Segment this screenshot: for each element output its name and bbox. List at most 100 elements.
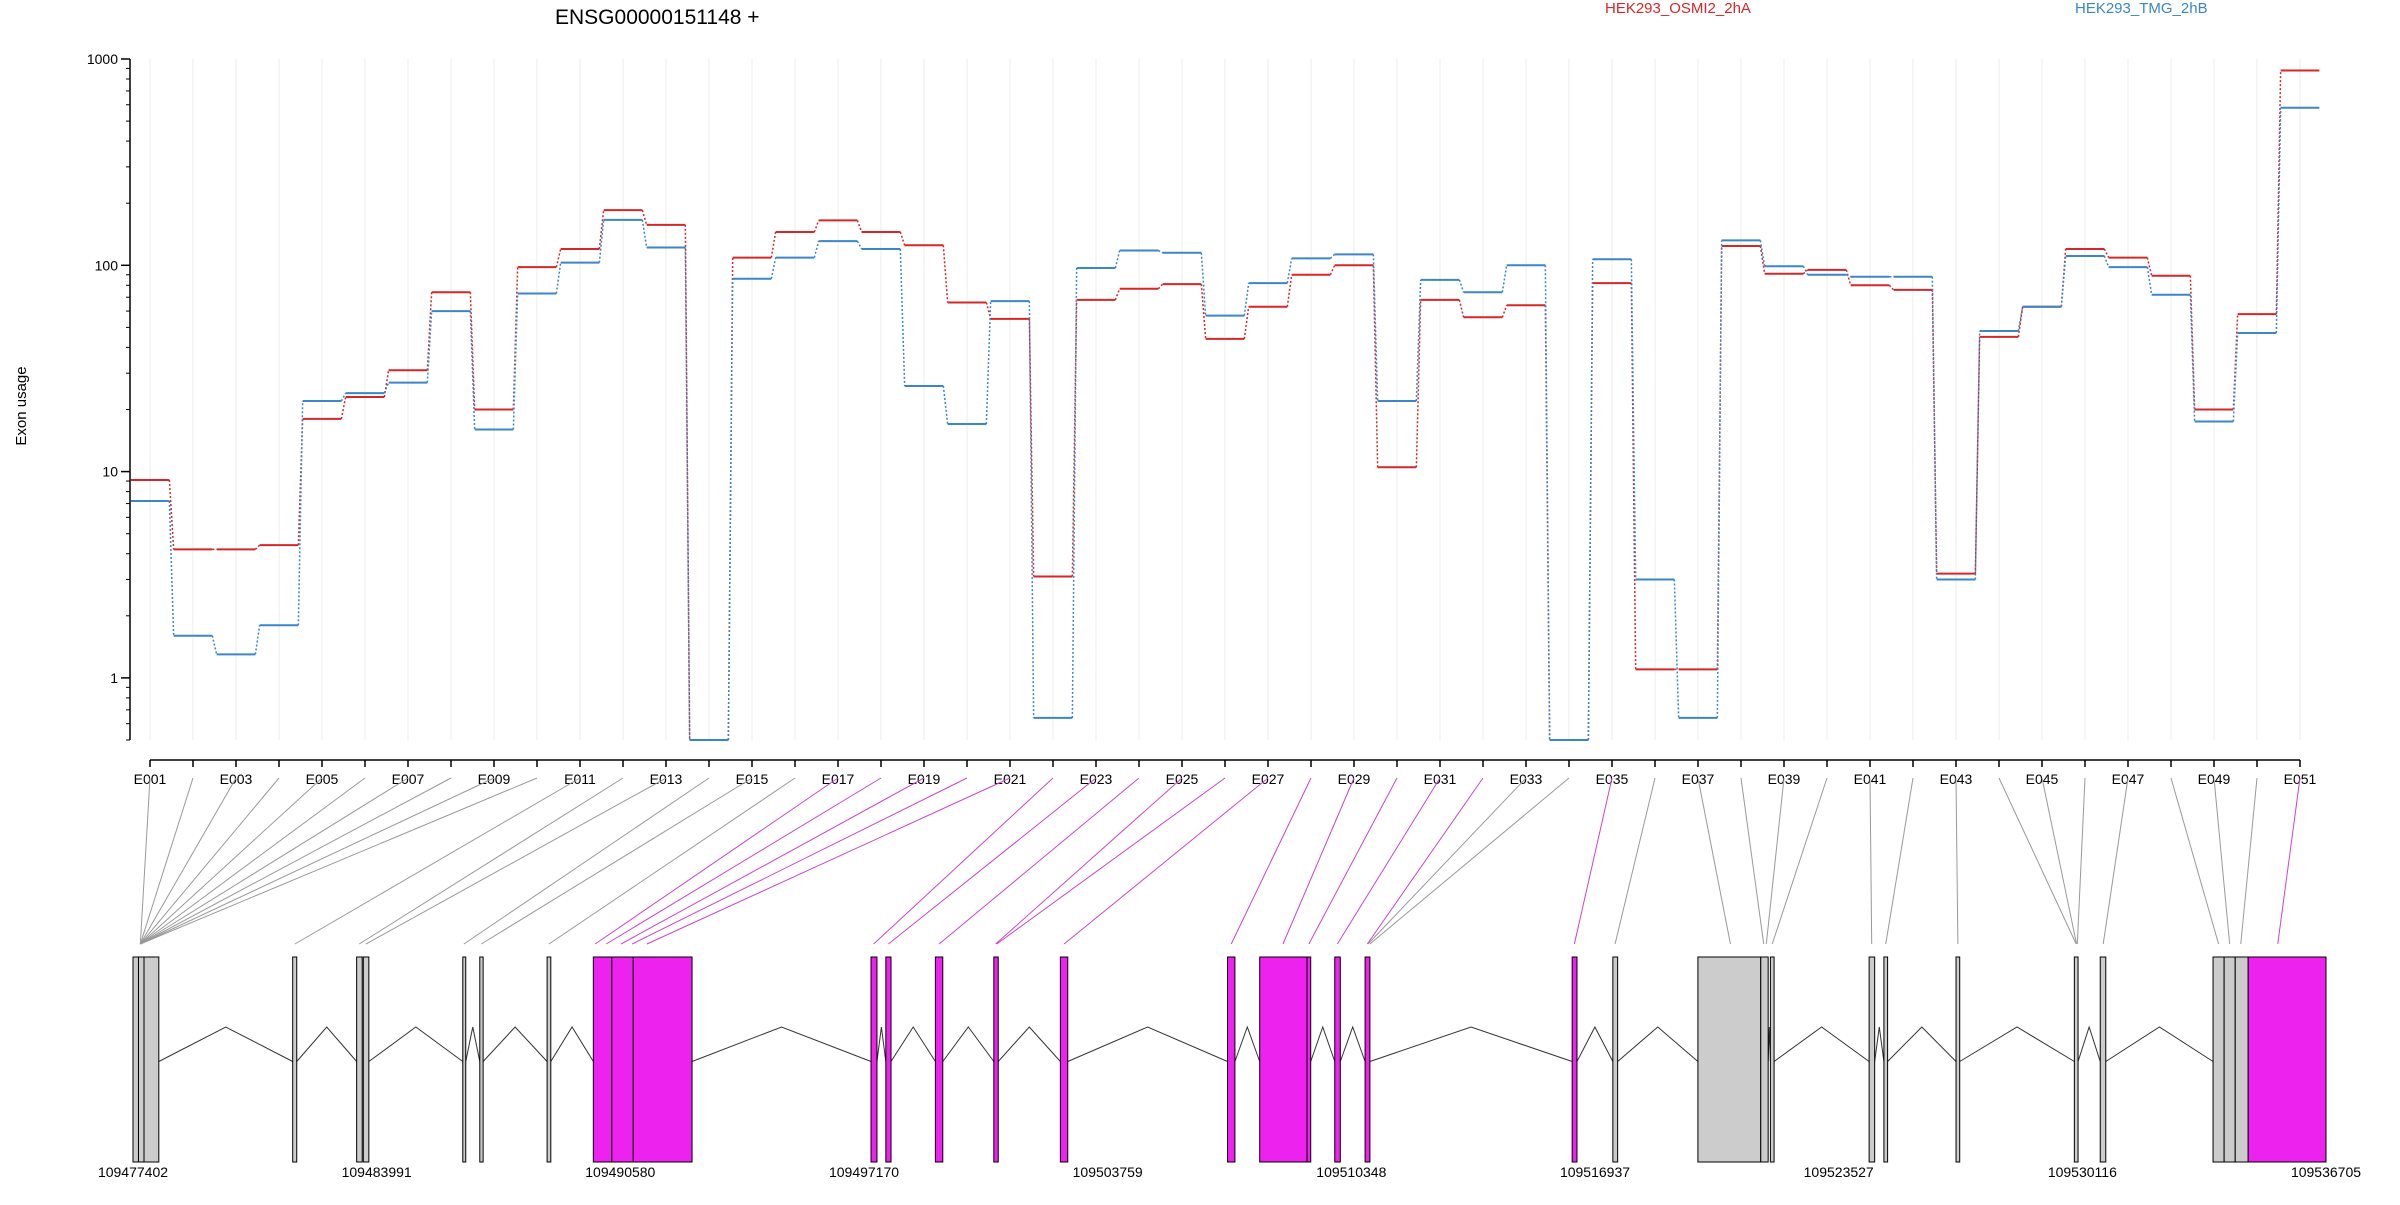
data-connector xyxy=(1974,331,1981,580)
exon-block xyxy=(1571,956,1578,1163)
exon-block xyxy=(1883,956,1889,1163)
data-connector xyxy=(598,210,605,250)
exon-link xyxy=(139,777,194,945)
data-connector xyxy=(2017,306,2024,337)
data-connector xyxy=(684,224,691,741)
exon-block xyxy=(1769,956,1775,1163)
x-tick-label: E031 xyxy=(1424,771,1457,787)
data-connector xyxy=(1415,279,1422,401)
exon-link xyxy=(938,777,1140,945)
exon-link xyxy=(140,777,495,945)
exon-block xyxy=(132,956,139,1163)
intron xyxy=(691,1026,872,1062)
exon-link xyxy=(1697,777,1731,945)
exon-link xyxy=(2076,777,2086,945)
data-connector xyxy=(1071,268,1078,718)
exon-link xyxy=(1573,777,1613,945)
legend-entry-tmg: HEK293_TMG_2hB xyxy=(2075,0,2208,17)
x-tick-label: E033 xyxy=(1510,771,1543,787)
data-connector xyxy=(1802,265,1809,276)
exon-link xyxy=(996,777,1226,945)
exon-link xyxy=(2213,777,2231,945)
exon-link xyxy=(1282,777,1355,945)
intron xyxy=(1959,1026,2075,1062)
data-connector xyxy=(1028,301,1035,718)
exon-block xyxy=(611,956,634,1163)
data-connector xyxy=(1286,258,1293,284)
exon-block xyxy=(356,956,363,1163)
exon-link xyxy=(873,777,1054,945)
data-connector xyxy=(1114,250,1121,269)
exon-link xyxy=(139,777,237,945)
data-connector xyxy=(1286,274,1293,307)
data-connector xyxy=(942,245,949,303)
data-connector xyxy=(2103,248,2110,258)
data-connector xyxy=(1759,245,1766,274)
intron xyxy=(1234,1025,1261,1062)
intron xyxy=(1576,1025,1614,1062)
exon-block xyxy=(870,956,878,1163)
exon-link xyxy=(140,777,452,945)
intron xyxy=(997,1026,1061,1062)
exon-block xyxy=(1334,956,1341,1163)
data-connector xyxy=(813,220,820,233)
genomic-coordinate-label: 109477402 xyxy=(98,1164,168,1180)
exon-link xyxy=(140,777,538,945)
data-connector xyxy=(2275,107,2282,333)
data-connector xyxy=(2232,314,2239,410)
data-connector xyxy=(1200,252,1207,316)
data-connector xyxy=(2017,306,2024,332)
data-connector xyxy=(1458,299,1465,318)
x-tick-label: E009 xyxy=(478,771,511,787)
exon-block xyxy=(462,956,467,1163)
x-tick-label: E023 xyxy=(1080,771,1113,787)
intron xyxy=(2077,1025,2101,1062)
data-connector xyxy=(2189,294,2196,422)
data-connector xyxy=(942,385,949,425)
intron xyxy=(1339,1025,1366,1062)
intron xyxy=(942,1026,995,1062)
exon-link xyxy=(139,777,280,945)
exon-block xyxy=(479,956,484,1163)
data-connector xyxy=(1243,306,1250,339)
data-connector xyxy=(1673,579,1680,718)
data-connector xyxy=(1888,284,1895,291)
data-connector xyxy=(254,625,261,655)
exon-block xyxy=(2073,956,2079,1163)
exon-block xyxy=(1612,956,1619,1163)
exon-block xyxy=(885,956,892,1163)
exon-block xyxy=(1364,956,1371,1163)
exon-block xyxy=(1227,956,1236,1163)
exon-block xyxy=(1306,956,1312,1163)
exon-link xyxy=(1614,777,1656,945)
grid-layer xyxy=(149,59,2301,740)
gene-model-layer: 109477402 109483991 109490580 109497170 1095… xyxy=(98,956,2361,1180)
intron xyxy=(1310,1025,1336,1062)
data-connector xyxy=(2060,255,2067,307)
exon-block xyxy=(1697,956,1762,1163)
x-tick-label: E025 xyxy=(1166,771,1199,787)
exon-block xyxy=(1868,956,1876,1163)
data-connector xyxy=(1587,259,1594,741)
exon-link xyxy=(2041,777,2078,945)
intron xyxy=(1617,1026,1699,1062)
intron xyxy=(368,1026,464,1062)
genomic-coordinate-label: 109523527 xyxy=(1804,1164,1874,1180)
exon-block xyxy=(137,956,145,1163)
exon-link xyxy=(1998,777,2077,945)
data-connector xyxy=(2146,266,2153,295)
data-connector xyxy=(770,231,777,258)
intron xyxy=(2105,1026,2214,1062)
data-connector xyxy=(1372,254,1379,401)
data-connector xyxy=(426,292,433,371)
data-connector xyxy=(899,231,906,246)
exon-link xyxy=(1366,777,1484,945)
exon-link-layer xyxy=(139,777,2301,945)
data-connector xyxy=(1802,269,1809,275)
data-connector xyxy=(1845,269,1852,286)
exon-link xyxy=(1336,777,1441,945)
data-connector xyxy=(856,240,863,250)
data-connector xyxy=(168,480,175,550)
